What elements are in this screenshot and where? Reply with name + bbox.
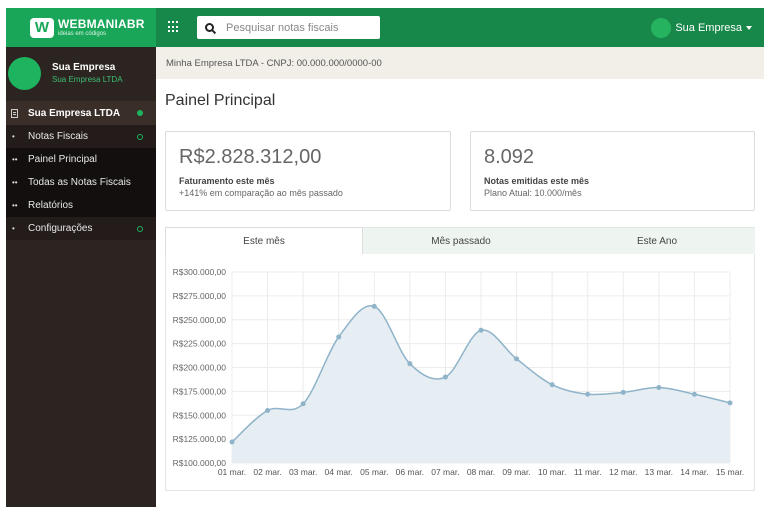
revenue-card: R$2.828.312,00 Faturamento este mês +141…	[165, 131, 451, 211]
search-icon[interactable]	[205, 23, 214, 32]
sidebar: Sua Empresa Sua Empresa LTDA Sua Empresa…	[6, 47, 156, 507]
user-name[interactable]: Sua Empresa	[675, 21, 742, 34]
tab-mes-passado[interactable]: Mês passado	[363, 227, 559, 255]
profile-name: Sua Empresa	[52, 62, 116, 74]
data-point	[620, 389, 626, 395]
plan-info: Plano Atual: 10.000/mês	[484, 188, 582, 198]
y-tick-label: R$200.000,00	[173, 363, 227, 373]
data-point	[585, 391, 591, 397]
revenue-value: R$2.828.312,00	[179, 146, 322, 168]
y-tick-label: R$300.000,00	[173, 267, 227, 277]
x-tick-label: 02 mar.	[253, 467, 281, 477]
tab-este-ano[interactable]: Este Ano	[559, 227, 755, 255]
data-point	[549, 382, 555, 388]
page-title: Painel Principal	[165, 92, 276, 109]
expand-ring-icon	[137, 225, 143, 232]
profile-subtitle: Sua Empresa LTDA	[52, 74, 123, 84]
invoices-card: 8.092 Notas emitidas este mês Plano Atua…	[470, 131, 755, 211]
sidebar-submenu: •• Painel Principal •• Todas as Notas Fi…	[6, 148, 156, 217]
brand-logo[interactable]: W WEBMANIABR ideias em códigos	[6, 8, 156, 47]
apps-grid-icon[interactable]	[168, 21, 180, 33]
x-tick-label: 13 mar.	[645, 467, 673, 477]
y-tick-label: R$175.000,00	[173, 386, 227, 396]
x-tick-label: 10 mar.	[538, 467, 566, 477]
y-tick-label: R$250.000,00	[173, 315, 227, 325]
data-point	[336, 334, 342, 340]
data-point	[265, 407, 271, 413]
data-point	[656, 385, 662, 391]
sidebar-profile: Sua Empresa Sua Empresa LTDA	[6, 47, 156, 99]
expand-ring-icon	[137, 133, 143, 140]
document-icon	[11, 108, 18, 118]
x-tick-label: 11 mar.	[574, 467, 602, 477]
y-tick-label: R$150.000,00	[173, 410, 227, 420]
data-point	[229, 439, 235, 445]
x-tick-label: 07 mar.	[431, 467, 459, 477]
tab-este-mes[interactable]: Este mês	[165, 227, 363, 255]
sidebar-section-label: Sua Empresa LTDA	[28, 107, 121, 119]
breadcrumb: Minha Empresa LTDA - CNPJ: 00.000.000/00…	[156, 47, 764, 79]
x-tick-label: 05 mar.	[360, 467, 388, 477]
sidebar-item-configuracoes[interactable]: • Configurações	[6, 217, 156, 240]
bullet-icon: •	[12, 132, 15, 141]
x-tick-label: 06 mar.	[396, 467, 424, 477]
sidebar-section-company[interactable]: Sua Empresa LTDA	[6, 101, 156, 125]
sidebar-item-label: Todas as Notas Fiscais	[28, 177, 131, 188]
search-input[interactable]	[226, 21, 371, 34]
chevron-down-icon[interactable]	[746, 25, 752, 30]
profile-avatar	[8, 56, 41, 90]
revenue-chart: R$100.000,00 R$125.000,00 R$150.000,00 R$17…	[173, 267, 745, 477]
data-point	[727, 400, 733, 406]
x-tick-label: 03 mar.	[289, 467, 317, 477]
y-tick-label: R$225.000,00	[173, 339, 227, 349]
avatar[interactable]	[651, 17, 672, 38]
chart-panel: R$100.000,00 R$125.000,00 R$150.000,00 R$17…	[165, 254, 755, 491]
y-tick-label: R$100.000,00	[173, 458, 227, 468]
sidebar-item-label: Notas Fiscais	[28, 131, 89, 142]
bullet-icon: ••	[12, 178, 18, 187]
bullet-icon: ••	[12, 155, 18, 164]
sidebar-item-label: Relatórios	[28, 200, 74, 211]
revenue-comparison: +141% em comparação ao mês passado	[179, 188, 343, 198]
active-dot-icon	[137, 110, 143, 116]
sidebar-item-notas-fiscais[interactable]: • Notas Fiscais	[6, 125, 156, 148]
data-point	[442, 374, 448, 380]
sidebar-item-relatorios[interactable]: •• Relatórios	[6, 194, 156, 217]
brand-tagline: ideias em códigos	[58, 31, 107, 37]
x-tick-label: 14 mar.	[680, 467, 708, 477]
data-point	[478, 327, 484, 333]
data-point	[300, 401, 306, 407]
y-tick-label: R$125.000,00	[173, 434, 227, 444]
bullet-icon: ••	[12, 201, 18, 210]
top-bar: W WEBMANIABR ideias em códigos Sua Empre…	[6, 8, 764, 47]
brand-name: WEBMANIABR	[58, 17, 145, 31]
sidebar-item-painel-principal[interactable]: •• Painel Principal	[6, 148, 156, 171]
revenue-label: Faturamento este mês	[179, 176, 275, 186]
y-tick-label: R$275.000,00	[173, 291, 227, 301]
data-point	[691, 391, 697, 397]
data-point	[407, 361, 413, 367]
series-area	[232, 305, 730, 463]
data-point	[371, 303, 377, 309]
logo-mark-icon: W	[30, 17, 54, 38]
search-box[interactable]	[197, 16, 380, 39]
data-point	[514, 356, 520, 362]
sidebar-item-label: Configurações	[28, 223, 93, 234]
x-tick-label: 12 mar.	[609, 467, 637, 477]
x-tick-label: 04 mar.	[325, 467, 353, 477]
x-tick-label: 15 mar.	[716, 467, 744, 477]
x-tick-label: 01 mar.	[218, 467, 246, 477]
x-tick-label: 09 mar.	[502, 467, 530, 477]
bullet-icon: •	[12, 224, 15, 233]
sidebar-item-label: Painel Principal	[28, 154, 97, 165]
sidebar-item-todas-notas[interactable]: •• Todas as Notas Fiscais	[6, 171, 156, 194]
invoices-label: Notas emitidas este mês	[484, 176, 590, 186]
user-menu[interactable]: Sua Empresa	[651, 17, 752, 38]
x-tick-label: 08 mar.	[467, 467, 495, 477]
invoices-value: 8.092	[484, 146, 535, 168]
period-tabs: Este mês Mês passado Este Ano	[165, 227, 755, 255]
